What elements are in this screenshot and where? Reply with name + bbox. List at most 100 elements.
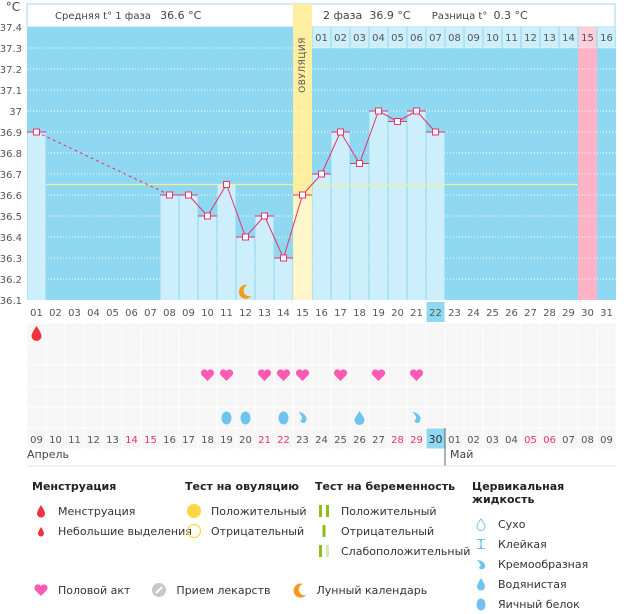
event-cell [141, 386, 160, 407]
event-cell [597, 323, 616, 344]
event-cell [217, 323, 236, 344]
temperature-bar [426, 132, 445, 300]
luteal-day-label: 09 [467, 33, 480, 44]
positive-circle-icon [185, 503, 203, 519]
calendar-date-label: 09 [30, 435, 43, 446]
temperature-bar [274, 258, 293, 300]
negative-circle-icon [185, 523, 203, 539]
y-tick-label: 37.1 [0, 86, 22, 97]
event-cell [84, 323, 103, 344]
date-cell [274, 428, 293, 449]
legend-item: Лунный календарь [291, 580, 427, 600]
event-cell [331, 386, 350, 407]
cycle-day-label: 18 [353, 308, 366, 319]
event-cell [179, 365, 198, 386]
event-cell [160, 407, 179, 428]
event-cell [160, 365, 179, 386]
date-cell [160, 428, 179, 449]
event-cell [312, 386, 331, 407]
date-cell [331, 428, 350, 449]
event-cell [559, 365, 578, 386]
event-cell [540, 407, 559, 428]
legend-ovulation-test: Тест на овуляцию Положительный Отрицател… [185, 480, 307, 541]
luteal-day-cell [559, 27, 578, 48]
event-cell [84, 344, 103, 365]
legend-item: Клейкая [472, 534, 626, 554]
event-cell [198, 323, 217, 344]
luteal-day-cell [597, 27, 616, 48]
event-cell [198, 344, 217, 365]
heart-icon [371, 369, 386, 381]
menstruation-drop-icon [31, 326, 42, 342]
luteal-day-cell [464, 27, 483, 48]
cycle-day-label: 06 [125, 308, 138, 319]
event-cell [578, 365, 597, 386]
date-cell [179, 428, 198, 449]
luteal-day-label: 10 [486, 33, 499, 44]
event-cell [27, 365, 46, 386]
cycle-day-label: 26 [505, 308, 518, 319]
event-cell [274, 323, 293, 344]
legend-item: Слабоположительный [315, 541, 470, 561]
luteal-day-label: 14 [562, 33, 575, 44]
event-cell [217, 344, 236, 365]
phase1-label: Средняя t° 1 фаза [55, 11, 151, 22]
cycle-day-label: 25 [486, 308, 499, 319]
legend-item: Половой акт [32, 580, 130, 600]
legend-item: Водянистая [472, 574, 626, 594]
calendar-date-label: 13 [106, 435, 119, 446]
event-cell [597, 365, 616, 386]
event-cell [483, 365, 502, 386]
legend-pregnancy-test: Тест на беременность Положительный Отриц… [315, 480, 470, 561]
calendar-date-label: 21 [258, 435, 271, 446]
event-cell [236, 386, 255, 407]
temperature-point [356, 160, 363, 167]
moon-icon [238, 284, 252, 299]
legend-cervical-fluid: Цервикальная жидкость Сухо Клейкая Кремо… [472, 480, 626, 614]
temperature-point [33, 128, 40, 136]
event-cell [597, 407, 616, 428]
cycle-day-label: 23 [448, 308, 461, 319]
calendar-date-label: 14 [125, 435, 138, 446]
calendar-date-label: 20 [239, 435, 252, 446]
event-cell [369, 344, 388, 365]
date-cell [464, 428, 483, 449]
y-tick-label: 36.2 [0, 275, 22, 286]
creamy-icon [472, 556, 490, 572]
event-cell [198, 386, 217, 407]
calendar-date-label: 06 [543, 435, 556, 446]
legend-title: Тест на беременность [315, 480, 456, 493]
watery-drop-icon [354, 411, 365, 425]
luteal-day-cell [483, 27, 502, 48]
calendar-date-label: 04 [505, 435, 518, 446]
heart-icon [219, 369, 234, 381]
event-cell [502, 344, 521, 365]
event-cell [369, 323, 388, 344]
event-cell [426, 344, 445, 365]
cycle-day-label: 22 [429, 308, 442, 319]
temperature-point [394, 118, 401, 125]
date-cell [255, 428, 274, 449]
temperature-line-segment [359, 110, 379, 164]
y-tick-label: 37.2 [0, 65, 22, 76]
temperature-point [280, 254, 287, 262]
event-cell [578, 344, 597, 365]
event-cell [312, 407, 331, 428]
cycle-day-label: 10 [201, 308, 214, 319]
cycle-day-label: 30 [581, 308, 594, 319]
heart-icon [333, 369, 348, 381]
luteal-day-cell [502, 27, 521, 48]
y-tick-label: 36.4 [0, 233, 22, 244]
blood-drop-icon [32, 503, 50, 519]
legend-other: Половой акт Прием лекарств Лунный календ… [32, 580, 447, 600]
event-cell [160, 386, 179, 407]
luteal-day-cell [407, 27, 426, 48]
event-cell [141, 407, 160, 428]
event-cell [179, 344, 198, 365]
date-cell [369, 428, 388, 449]
temperature-bar [369, 111, 388, 300]
month-may: Май [450, 448, 474, 461]
luteal-day-label: 03 [353, 33, 366, 44]
date-cell [103, 428, 122, 449]
event-cell [46, 386, 65, 407]
